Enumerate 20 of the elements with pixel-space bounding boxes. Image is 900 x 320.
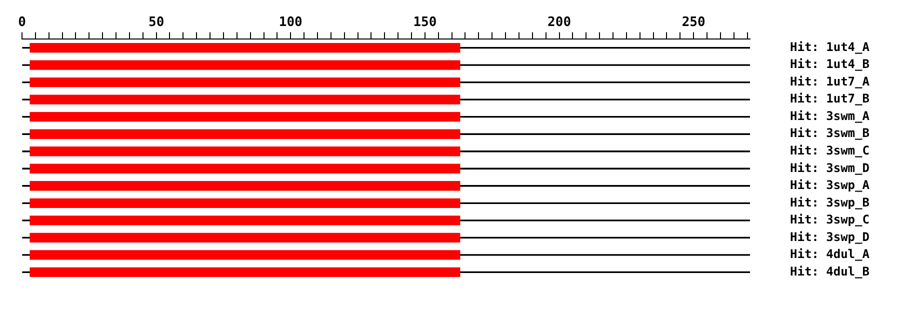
x-tick-label: 100 <box>278 14 303 30</box>
y-tick-label: Hit: 3swm_C <box>790 143 870 158</box>
x-tick-label: 250 <box>682 14 706 30</box>
x-tick-label: 50 <box>148 14 164 30</box>
x-tick-label: 150 <box>413 14 437 30</box>
y-tick-label: Hit: 3swm_A <box>790 108 870 123</box>
x-tick-label: 200 <box>548 14 572 30</box>
y-tick-label: Hit: 4dul_A <box>790 247 870 262</box>
x-tick-label: 0 <box>18 14 26 30</box>
y-tick-label: Hit: 1ut4_A <box>790 40 870 54</box>
y-tick-label: Hit: 4dul_B <box>790 264 870 278</box>
y-tick-label: Hit: 3swp_D <box>790 230 870 244</box>
y-tick-label: Hit: 3swm_B <box>790 126 870 140</box>
y-tick-label: Hit: 1ut4_B <box>790 57 870 72</box>
y-tick-label: Hit: 1ut7_B <box>790 92 870 106</box>
y-tick-label: Hit: 3swm_D <box>790 160 870 175</box>
y-tick-label: Hit: 1ut7_A <box>790 74 870 88</box>
y-tick-label: Hit: 3swp_A <box>790 178 870 192</box>
y-tick-label: Hit: 3swp_B <box>790 195 870 210</box>
y-tick-label: Hit: 3swp_C <box>790 212 870 227</box>
